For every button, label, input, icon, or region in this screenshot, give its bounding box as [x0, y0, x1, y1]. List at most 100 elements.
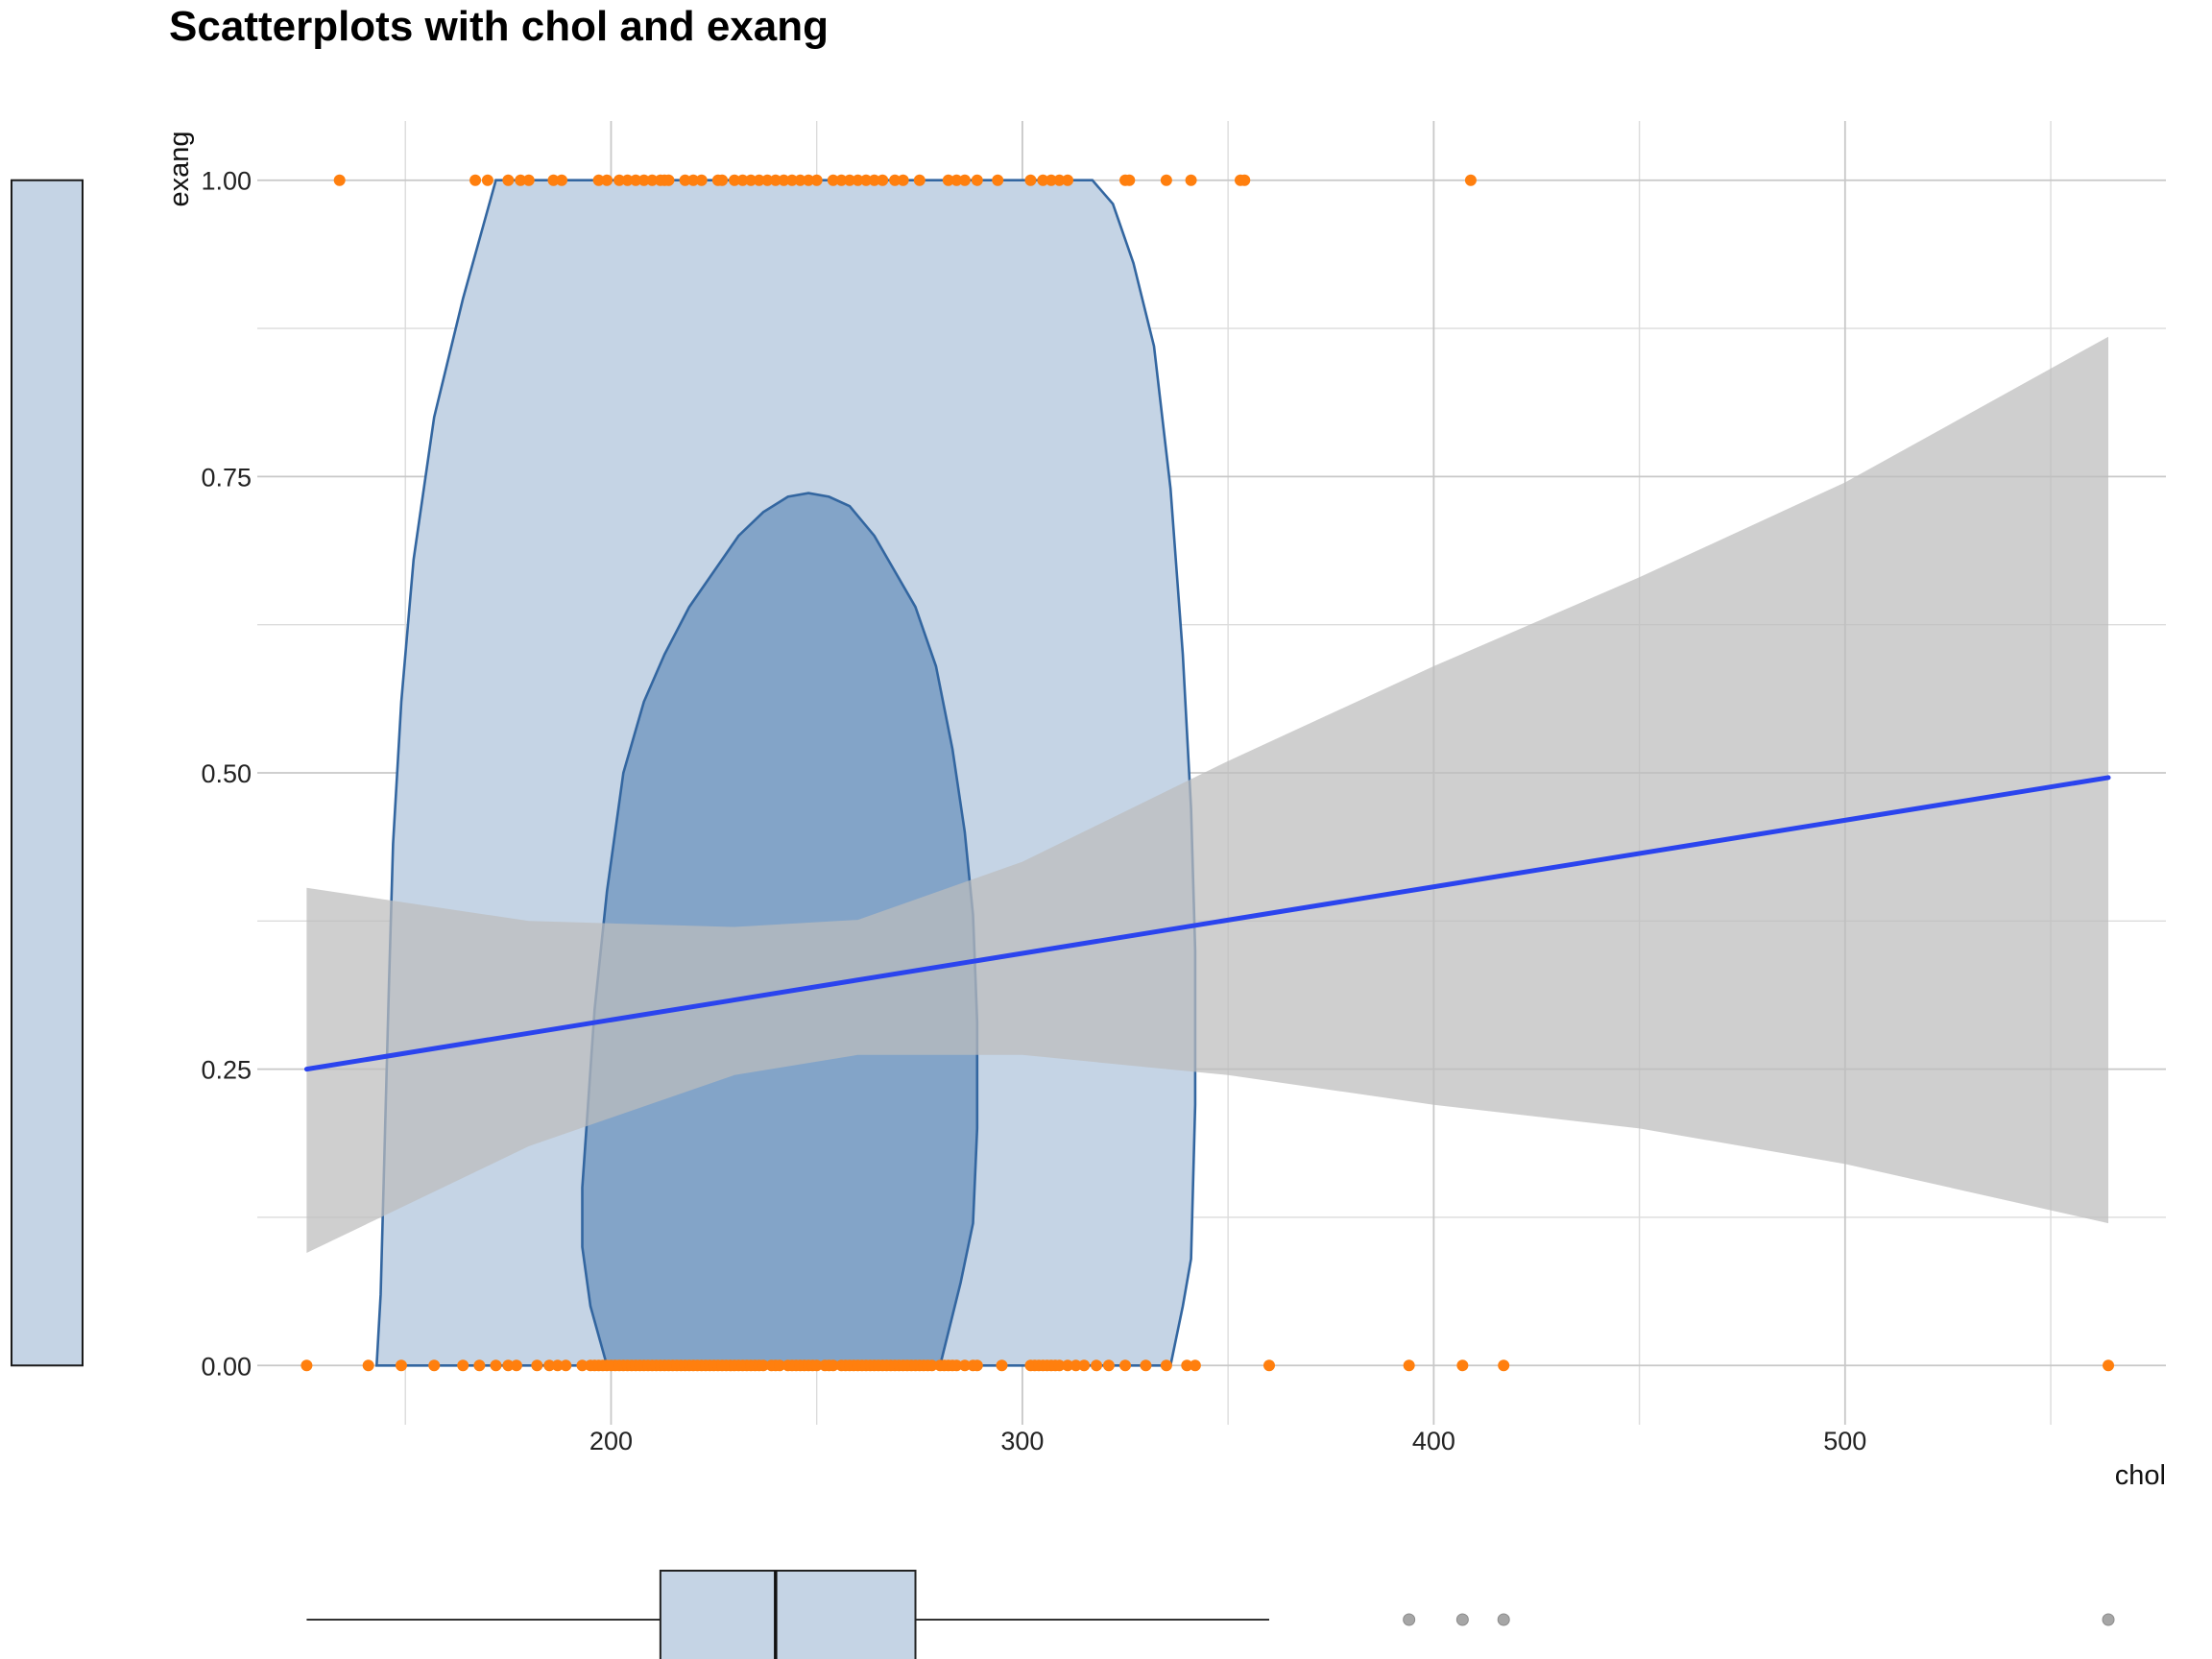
data-point: [333, 174, 346, 186]
marginal-x-boxplot: [306, 1570, 2115, 1659]
data-point: [469, 174, 482, 186]
data-point: [301, 1359, 313, 1372]
data-point: [687, 174, 700, 186]
data-point: [843, 174, 855, 186]
x-tick-label: 400: [1412, 1427, 1455, 1455]
data-point: [1024, 174, 1037, 186]
data-point: [1123, 174, 1136, 186]
data-point: [1189, 1359, 1201, 1372]
data-point: [971, 174, 983, 186]
data-point: [810, 174, 823, 186]
confidence-band: [306, 336, 2108, 1253]
data-point: [551, 1359, 564, 1372]
box-outlier: [1403, 1613, 1416, 1626]
data-point: [1498, 1359, 1510, 1372]
data-point: [531, 1359, 543, 1372]
x-axis-label: chol: [2115, 1460, 2166, 1491]
data-point: [716, 174, 729, 186]
marginal-y-boxplot: [11, 179, 84, 1367]
box-outlier: [2102, 1613, 2115, 1626]
data-point: [913, 174, 926, 186]
data-point: [827, 1359, 839, 1372]
data-point: [679, 174, 691, 186]
data-point: [481, 174, 493, 186]
data-point: [457, 1359, 469, 1372]
data-point: [362, 1359, 374, 1372]
data-point: [1403, 1359, 1415, 1372]
x-tick-label: 200: [589, 1427, 633, 1455]
data-point: [1160, 174, 1172, 186]
data-point: [601, 174, 613, 186]
data-point: [827, 174, 839, 186]
data-point: [926, 1359, 938, 1372]
data-point: [1091, 1359, 1103, 1372]
data-point: [522, 174, 535, 186]
data-point: [950, 174, 963, 186]
data-point: [576, 1359, 589, 1372]
data-point: [835, 174, 848, 186]
y-axis-label: exang: [164, 131, 195, 206]
data-point: [1062, 1359, 1074, 1372]
data-point: [630, 174, 642, 186]
confidence-band-area: [306, 336, 2108, 1253]
data-point: [1070, 1359, 1082, 1372]
data-point: [560, 1359, 572, 1372]
y-tick-label: 0.25: [201, 1056, 252, 1085]
data-point: [1140, 1359, 1152, 1372]
data-point: [502, 1359, 515, 1372]
data-point: [971, 1359, 983, 1372]
data-point: [778, 174, 790, 186]
data-point: [1238, 174, 1251, 186]
data-point: [736, 174, 749, 186]
data-point: [889, 174, 902, 186]
data-point: [729, 174, 740, 186]
data-point: [473, 1359, 486, 1372]
data-point: [785, 174, 798, 186]
data-point: [761, 174, 774, 186]
data-point: [1037, 174, 1049, 186]
data-point: [510, 1359, 522, 1372]
regression-line: [303, 775, 2111, 1072]
data-point: [769, 174, 781, 186]
data-point: [868, 174, 880, 186]
data-point: [942, 174, 954, 186]
box-outlier: [1455, 1613, 1469, 1626]
data-point: [515, 174, 527, 186]
data-point: [1102, 1359, 1115, 1372]
data-point: [860, 174, 873, 186]
box-outlier: [1497, 1613, 1510, 1626]
scatter-points: [301, 174, 2115, 1372]
data-point: [803, 174, 815, 186]
data-point: [428, 1359, 441, 1372]
data-point: [556, 174, 568, 186]
data-point: [1045, 174, 1057, 186]
data-point: [1078, 1359, 1091, 1372]
data-point: [1456, 1359, 1469, 1372]
data-point: [395, 1359, 407, 1372]
data-point: [646, 174, 659, 186]
data-point: [621, 174, 634, 186]
data-point: [897, 174, 909, 186]
data-point: [794, 174, 806, 186]
data-point: [637, 174, 650, 186]
data-point: [1053, 174, 1066, 186]
data-point: [662, 174, 675, 186]
data-point: [774, 1359, 786, 1372]
data-point: [958, 174, 971, 186]
y-tick-label: 0.75: [201, 463, 252, 492]
data-point: [992, 174, 1004, 186]
data-point: [1464, 174, 1477, 186]
data-point: [852, 174, 864, 186]
chart-title: Scatterplots with chol and exang: [169, 3, 829, 50]
box-iqr: [659, 1570, 917, 1659]
data-point: [1181, 1359, 1193, 1372]
x-tick-label: 500: [1823, 1427, 1866, 1455]
y-tick-label: 1.00: [201, 167, 252, 196]
data-point: [547, 174, 560, 186]
y-tick-label: 0.50: [201, 759, 252, 788]
regression-line-group: [303, 775, 2111, 1072]
data-point: [490, 1359, 502, 1372]
data-point: [1160, 1359, 1172, 1372]
x-tick-label: 300: [1000, 1427, 1044, 1455]
y-tick-label: 0.00: [201, 1352, 252, 1381]
